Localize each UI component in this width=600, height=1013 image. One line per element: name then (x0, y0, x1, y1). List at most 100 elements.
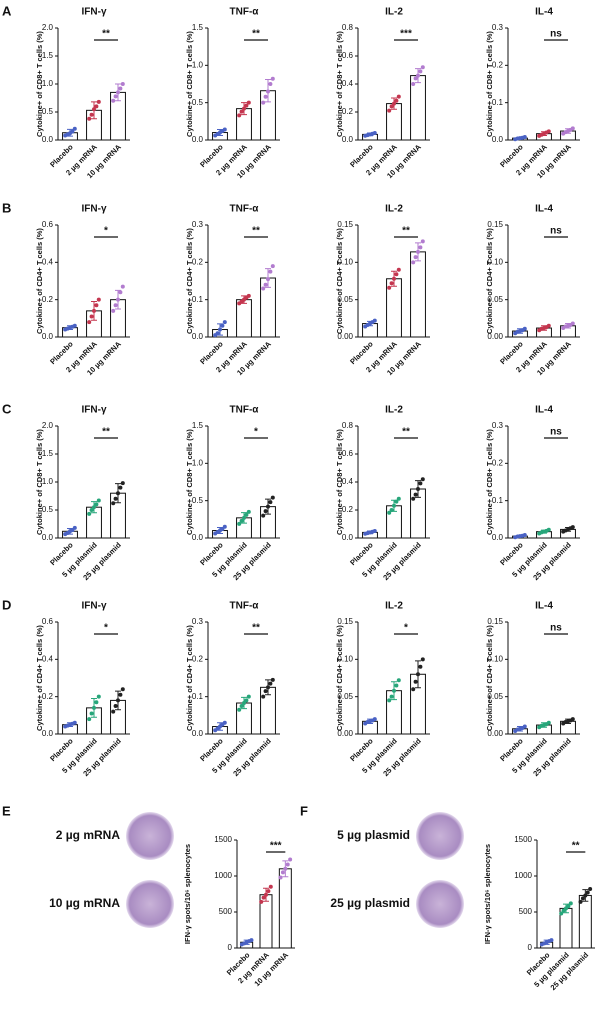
y-tick-label: 0.15 (337, 220, 353, 229)
data-point (120, 82, 125, 86)
data-point (96, 99, 101, 104)
elispot-well (126, 880, 174, 928)
well-label: 5 µg plasmid (337, 828, 410, 842)
data-point (72, 323, 77, 328)
significance-label: ** (102, 29, 110, 40)
data-point (246, 694, 251, 699)
y-tick-label: 0.3 (492, 421, 504, 430)
data-point (261, 286, 266, 291)
y-tick-label: 1.5 (192, 23, 204, 32)
y-tick-label: 0.5 (192, 496, 204, 505)
bar (278, 868, 292, 949)
well-label: 2 µg mRNA (56, 828, 121, 842)
y-axis-label: Cytokine+ of CD4+ T cells (%) (335, 625, 344, 731)
y-tick-label: 0.0 (192, 332, 204, 341)
panel-label: E (2, 803, 11, 818)
significance-label: ** (252, 29, 260, 40)
data-point (72, 126, 77, 131)
chart-title: IFN-γ (82, 7, 107, 18)
data-point (239, 518, 244, 523)
data-point (285, 862, 290, 867)
data-point (261, 895, 266, 900)
y-tick-label: 0.05 (487, 295, 503, 304)
significance-label: * (254, 427, 258, 438)
data-point (372, 131, 377, 135)
data-point (242, 106, 246, 111)
data-point (546, 129, 551, 134)
chart-title: IL-4 (535, 601, 553, 612)
y-axis-label: Cytokine+ of CD4+ T cells (%) (185, 625, 194, 731)
data-point (387, 698, 392, 703)
y-tick-label: 1000 (514, 871, 532, 880)
data-point (118, 86, 123, 91)
y-axis-label: Cytokine+ of CD4+ T cells (%) (185, 228, 194, 334)
data-point (372, 318, 377, 323)
data-point (89, 508, 94, 512)
data-point (418, 69, 423, 74)
data-point (116, 698, 120, 703)
y-axis-label: Cytokine+ of CD4+ T cells (%) (35, 228, 44, 334)
y-tick-label: 0.3 (492, 23, 504, 32)
data-point (372, 717, 377, 722)
data-point (389, 694, 394, 699)
data-point (389, 281, 394, 286)
data-point (116, 491, 120, 496)
data-point (413, 679, 418, 684)
chart-title: IL-4 (535, 7, 553, 18)
significance-label: * (104, 226, 108, 237)
y-axis-label: Cytokine+ of CD4+ T cells (%) (35, 625, 44, 731)
data-point (222, 720, 227, 725)
y-tick-label: 0.4 (342, 477, 354, 486)
y-tick-label: 0.4 (342, 79, 354, 88)
data-point (266, 889, 271, 894)
y-tick-label: 0.0 (42, 729, 54, 738)
data-point (215, 331, 220, 336)
elispot-well (416, 812, 464, 860)
data-point (418, 664, 423, 669)
chart-title: TNF-α (230, 405, 260, 416)
y-tick-label: 0.05 (487, 692, 503, 701)
data-point (416, 249, 420, 254)
data-point (111, 98, 116, 103)
y-tick-label: 0.5 (42, 107, 54, 116)
data-point (522, 135, 527, 140)
data-point (92, 308, 96, 313)
data-point (242, 701, 246, 706)
data-point (264, 892, 268, 897)
data-point (261, 513, 266, 518)
y-tick-label: 0.0 (492, 135, 504, 144)
y-tick-label: 0.15 (487, 220, 503, 229)
data-point (249, 938, 254, 943)
y-tick-label: 1500 (514, 835, 532, 844)
data-point (392, 503, 396, 508)
data-point (72, 525, 77, 530)
data-point (416, 487, 420, 491)
data-point (559, 911, 564, 916)
data-point (270, 677, 275, 682)
data-point (92, 705, 96, 710)
y-tick-label: 0.6 (342, 51, 354, 60)
y-tick-label: 0.00 (487, 729, 503, 738)
chart-title: TNF-α (230, 204, 260, 215)
y-axis-label: Cytokine+ of CD8+ T cells (%) (35, 31, 44, 137)
data-point (411, 496, 416, 501)
y-axis-label: Cytokine+ of CD8+ T cells (%) (35, 429, 44, 535)
chart-title: TNF-α (230, 7, 260, 18)
y-axis-label: Cytokine+ of CD4+ T cells (%) (485, 228, 494, 334)
chart-title: IFN-γ (82, 204, 107, 215)
chart-title: IL-2 (385, 204, 403, 215)
significance-label: ** (102, 427, 110, 438)
significance-label: ** (402, 226, 410, 237)
data-point (566, 904, 571, 909)
significance-label: ** (252, 226, 260, 237)
data-point (89, 314, 94, 319)
y-tick-label: 0.1 (192, 692, 204, 701)
y-tick-label: 0.0 (192, 533, 204, 542)
y-tick-label: 0.5 (42, 505, 54, 514)
data-point (87, 717, 92, 722)
data-point (92, 107, 96, 112)
data-point (266, 277, 270, 282)
data-point (546, 720, 551, 725)
data-point (113, 704, 118, 708)
data-point (220, 323, 225, 328)
